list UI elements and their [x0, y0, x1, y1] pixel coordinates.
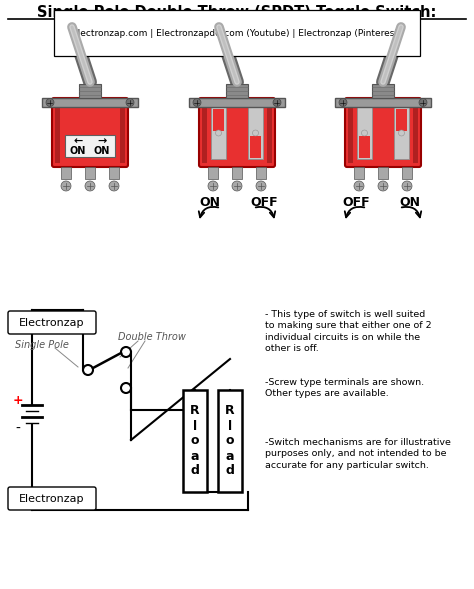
Text: ON: ON: [94, 146, 110, 156]
Text: ON: ON: [400, 196, 420, 209]
Bar: [232, 167, 242, 179]
FancyBboxPatch shape: [345, 98, 421, 167]
FancyBboxPatch shape: [52, 98, 128, 167]
Text: Double Throw: Double Throw: [118, 332, 186, 342]
Bar: [394, 106, 409, 159]
Text: Single Pole Double Throw (SPDT) Toggle Switch:: Single Pole Double Throw (SPDT) Toggle S…: [37, 5, 437, 21]
Bar: [335, 98, 431, 107]
Text: R
l
o
a
d: R l o a d: [225, 405, 235, 478]
Bar: [256, 167, 266, 179]
Bar: [109, 167, 119, 179]
Circle shape: [109, 181, 119, 191]
Circle shape: [61, 181, 71, 191]
Bar: [183, 390, 207, 492]
Circle shape: [339, 98, 347, 107]
Bar: [85, 167, 95, 179]
Bar: [42, 98, 138, 107]
Bar: [372, 84, 394, 98]
Bar: [61, 167, 71, 179]
Circle shape: [46, 98, 54, 107]
Bar: [250, 136, 261, 158]
Text: -Screw type terminals are shown.
Other types are available.: -Screw type terminals are shown. Other t…: [265, 378, 424, 398]
Text: ON: ON: [200, 196, 220, 209]
Text: Electronzap: Electronzap: [19, 318, 85, 328]
Text: OFF: OFF: [250, 196, 278, 209]
Text: +: +: [13, 393, 23, 406]
Bar: [226, 84, 248, 98]
Bar: [79, 84, 101, 98]
FancyBboxPatch shape: [199, 98, 275, 167]
Text: - This type of switch is well suited
to making sure that either one of 2
individ: - This type of switch is well suited to …: [265, 310, 432, 353]
Bar: [213, 109, 224, 131]
Bar: [55, 102, 60, 163]
Circle shape: [85, 181, 95, 191]
Text: Electronzap: Electronzap: [19, 494, 85, 504]
Circle shape: [362, 130, 367, 136]
Text: ON: ON: [70, 146, 86, 156]
Circle shape: [193, 98, 201, 107]
Circle shape: [216, 130, 221, 136]
Circle shape: [83, 365, 93, 375]
Bar: [248, 106, 263, 159]
Circle shape: [402, 181, 412, 191]
Bar: [359, 136, 370, 158]
FancyBboxPatch shape: [8, 487, 96, 510]
Text: Electronzap.com | Electronzapdotcom (Youtube) | Electronzap (Pinterest): Electronzap.com | Electronzapdotcom (You…: [72, 28, 402, 38]
Bar: [396, 109, 407, 131]
Text: OFF: OFF: [342, 196, 370, 209]
Circle shape: [354, 181, 364, 191]
Bar: [218, 390, 242, 492]
Bar: [65, 135, 115, 157]
Circle shape: [378, 181, 388, 191]
Bar: [189, 98, 285, 107]
Circle shape: [399, 130, 404, 136]
Bar: [211, 106, 226, 159]
Circle shape: [208, 181, 218, 191]
Bar: [267, 102, 272, 163]
Bar: [120, 102, 125, 163]
Bar: [354, 167, 364, 179]
Circle shape: [253, 130, 258, 136]
Circle shape: [121, 383, 131, 393]
Text: Single Pole: Single Pole: [15, 340, 69, 350]
Circle shape: [121, 347, 131, 357]
Bar: [348, 102, 353, 163]
Text: R
l
o
a
d: R l o a d: [190, 405, 200, 478]
FancyBboxPatch shape: [8, 311, 96, 334]
Bar: [378, 167, 388, 179]
Circle shape: [273, 98, 281, 107]
Bar: [402, 167, 412, 179]
Text: -: -: [16, 422, 20, 436]
Bar: [357, 106, 372, 159]
Bar: [413, 102, 418, 163]
Circle shape: [232, 181, 242, 191]
Circle shape: [256, 181, 266, 191]
Text: →: →: [97, 136, 107, 146]
Circle shape: [126, 98, 134, 107]
Bar: [202, 102, 207, 163]
Circle shape: [419, 98, 427, 107]
Text: -Switch mechanisms are for illustrative
purposes only, and not intended to be
ac: -Switch mechanisms are for illustrative …: [265, 438, 451, 470]
Bar: [208, 167, 218, 179]
Text: ←: ←: [73, 136, 82, 146]
